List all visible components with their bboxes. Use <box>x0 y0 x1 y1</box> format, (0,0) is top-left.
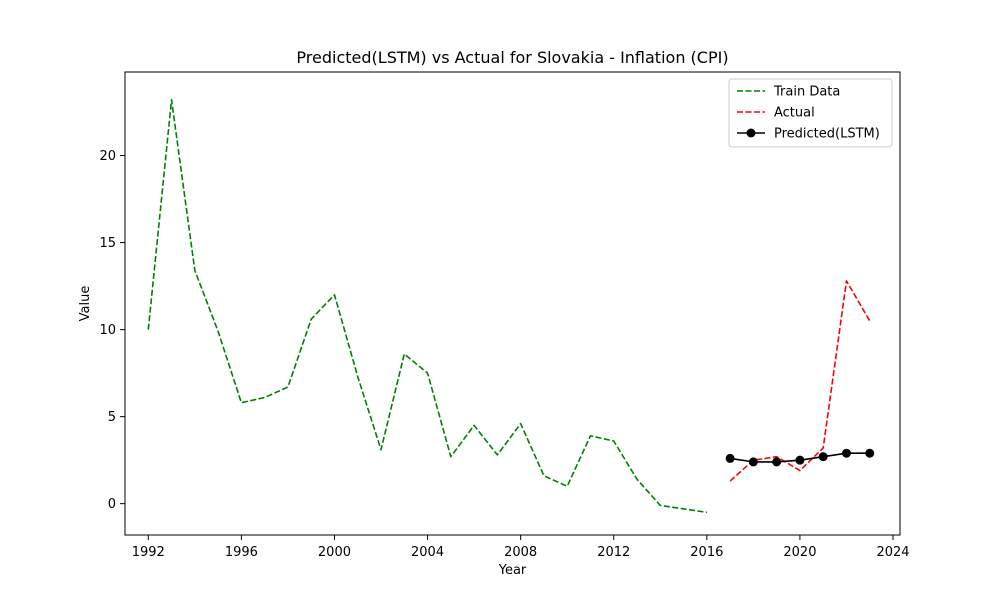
y-tick-label: 20 <box>99 149 116 164</box>
x-tick-label: 2012 <box>597 545 630 560</box>
x-tick-label: 1992 <box>132 545 165 560</box>
x-tick-label: 2004 <box>411 545 444 560</box>
series-point-predicted-lstm <box>748 457 758 467</box>
series-point-predicted-lstm <box>865 448 875 458</box>
x-tick-label: 2008 <box>504 545 537 560</box>
series-point-predicted-lstm <box>725 453 735 463</box>
y-tick-label: 10 <box>99 323 116 338</box>
x-tick-label: 1996 <box>225 545 258 560</box>
x-tick-label: 2016 <box>690 545 723 560</box>
y-tick-label: 5 <box>108 410 116 425</box>
y-tick-label: 15 <box>99 236 116 251</box>
legend-box <box>728 78 893 148</box>
x-tick-label: 2000 <box>318 545 351 560</box>
legend-label-predicted-lstm: Predicted(LSTM) <box>774 127 880 142</box>
y-tick-label: 0 <box>108 497 116 512</box>
axes: 1992 1996 2000 2004 2008 2012 2016 2020 2024 0 5 10… <box>99 149 909 560</box>
legend: Train Data Actual Predicted(LSTM) <box>728 78 893 148</box>
plot-area <box>147 99 875 514</box>
legend-label-actual: Actual <box>774 106 815 121</box>
legend-marker-predicted-lstm <box>746 128 756 138</box>
y-axis-label: Value <box>78 286 93 322</box>
legend-label-train-data: Train Data <box>773 85 840 100</box>
series-point-predicted-lstm <box>795 455 805 465</box>
series-point-predicted-lstm <box>818 452 828 462</box>
series-point-predicted-lstm <box>841 448 851 458</box>
chart-title: Predicted(LSTM) vs Actual for Slovakia -… <box>296 48 728 67</box>
x-tick-label: 2020 <box>783 545 816 560</box>
plot-frame <box>124 71 901 536</box>
x-axis-label: Year <box>498 563 527 578</box>
series-line-train-data <box>147 99 707 514</box>
series-point-predicted-lstm <box>772 457 782 467</box>
x-tick-label: 2024 <box>876 545 909 560</box>
